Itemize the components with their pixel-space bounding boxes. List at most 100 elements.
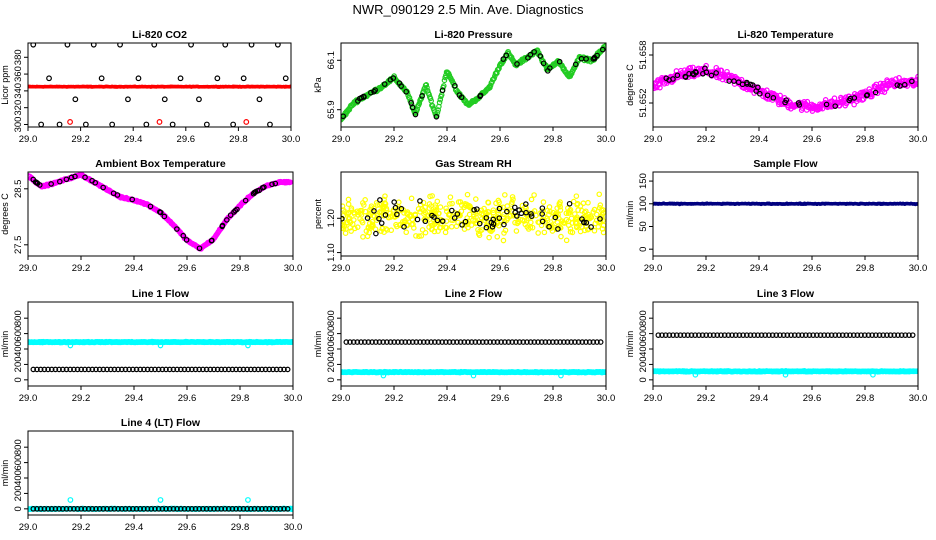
point-calibration <box>799 332 805 338</box>
point-rh <box>471 213 477 220</box>
point-rh <box>541 229 548 236</box>
point-reference <box>219 222 226 229</box>
point-reference <box>259 184 266 191</box>
x-tick-label: 29.2 <box>385 393 404 404</box>
point-reference <box>364 215 371 221</box>
point-calibration <box>568 339 575 345</box>
x-tick-label: 29.4 <box>438 134 457 145</box>
y-tick-label: 0 <box>13 377 24 382</box>
x-tick-label: 29.4 <box>750 134 769 145</box>
point-rh <box>442 229 449 236</box>
y-tick-label: 800 <box>13 439 24 455</box>
point-calibration <box>196 506 203 512</box>
point-reference <box>63 176 70 183</box>
point-reference <box>496 205 503 212</box>
point-rh <box>427 193 433 200</box>
x-tick-label: 29.4 <box>125 263 144 274</box>
point-calibration <box>666 332 673 338</box>
point-rh <box>342 230 349 236</box>
point-reference <box>496 215 503 221</box>
point-calibration <box>696 332 702 338</box>
chart-title: Line 1 Flow <box>132 288 190 300</box>
point-rh <box>596 204 603 211</box>
point-calibration <box>494 339 501 345</box>
point-calibration <box>802 332 809 338</box>
point-calibration <box>130 506 136 512</box>
point-reference <box>408 100 414 106</box>
point-calibration <box>527 339 534 345</box>
point-calibration <box>222 506 228 512</box>
point-calibration <box>718 332 724 338</box>
point-rh <box>531 192 537 198</box>
point-calibration <box>902 332 909 338</box>
point-rh <box>346 215 353 222</box>
point-reference <box>513 213 520 219</box>
point-rh <box>487 227 493 234</box>
point-calibration <box>850 332 857 338</box>
point-reference <box>483 224 490 231</box>
point-calibration <box>107 366 114 373</box>
point-rh <box>369 221 376 228</box>
point-reference <box>419 93 425 99</box>
point-calibration <box>155 506 162 512</box>
plot-frame <box>27 171 294 257</box>
point-calibration <box>832 332 839 338</box>
point-calibration <box>37 366 44 373</box>
point-reference <box>377 197 383 203</box>
point-calibration <box>144 366 151 373</box>
point-rh <box>574 223 580 230</box>
point-rh <box>599 212 606 218</box>
point-reference <box>753 88 759 94</box>
point-reference <box>670 76 676 82</box>
point-rh <box>486 234 492 241</box>
point-calibration <box>48 366 55 373</box>
point-calibration <box>428 339 434 345</box>
point-calibration <box>498 339 504 345</box>
x-tick-label: 29.6 <box>803 393 822 404</box>
point-calibration <box>557 339 563 345</box>
point-reference <box>894 82 901 88</box>
point-reference <box>196 245 203 252</box>
point-calibration <box>89 506 96 512</box>
point-calibration <box>490 339 497 345</box>
point-pressure <box>436 99 443 106</box>
point-rh <box>490 209 497 216</box>
point-rh <box>464 191 471 198</box>
x-tick-label: 29.4 <box>125 393 144 404</box>
point-calibration <box>41 366 48 373</box>
point-calibration <box>762 332 769 338</box>
point-calibration <box>597 339 604 345</box>
point-calibration <box>542 339 549 345</box>
point-calibration <box>98 75 105 82</box>
x-tick-label: 29.0 <box>644 393 663 404</box>
y-tick-label: 200 <box>13 356 24 372</box>
point-calibration <box>655 332 662 338</box>
x-tick-label: 29.2 <box>71 134 90 145</box>
point-calibration <box>174 366 180 373</box>
point-calibration <box>52 506 59 512</box>
point-calibration <box>203 506 210 512</box>
point-rh <box>447 212 453 218</box>
point-calibration <box>203 121 210 127</box>
point-reference <box>514 61 520 67</box>
point-temperature <box>657 84 663 91</box>
point-reference <box>897 83 903 89</box>
point-calibration <box>524 339 530 345</box>
point-calibration <box>659 332 665 338</box>
point-calibration <box>535 339 541 345</box>
x-tick-label: 29.0 <box>19 134 38 145</box>
point-calibration <box>479 339 486 345</box>
point-calibration <box>63 506 70 512</box>
point-spikes <box>67 497 74 503</box>
point-calibration <box>395 339 401 345</box>
point-calibration <box>89 366 96 373</box>
point-reference <box>394 211 400 218</box>
y-tick-label: 600 <box>13 326 24 342</box>
y-tick-label: 300 <box>13 117 24 133</box>
point-rh <box>571 211 578 217</box>
y-tick-label: 0 <box>326 377 337 382</box>
point-calibration <box>725 332 732 338</box>
x-tick-label: 30.0 <box>909 393 928 404</box>
chart-boxtemp: Ambient Box Temperature degrees C 29.0 29.2… <box>0 158 302 274</box>
